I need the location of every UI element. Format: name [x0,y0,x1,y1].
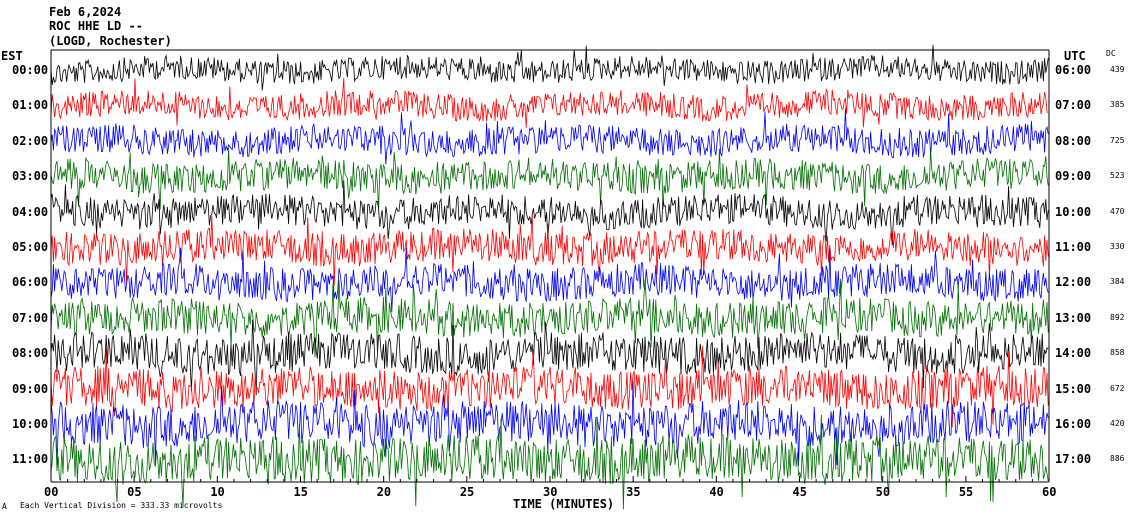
trace-line-0400 [50,180,1049,246]
est-label-0500: 05:00 [12,240,49,254]
est-label-0800: 08:00 [12,346,49,361]
x-tick-label-30: 30 [543,485,558,499]
dc-value-9: 672 [1110,383,1125,393]
dc-value-1: 385 [1110,100,1125,110]
utc-label-1600: 16:00 [1055,417,1092,431]
x-tick-label-15: 15 [293,485,308,499]
axes-layer [50,49,1050,483]
trace-line-1000 [50,380,1049,467]
x-tick-label-55: 55 [958,485,974,499]
est-label-0100: 01:00 [12,98,49,113]
est-label-0400: 04:00 [12,204,49,219]
utc-label-1000: 10:00 [1055,204,1092,219]
trace-line-0800 [50,319,1049,396]
x-tick-label-40: 40 [709,485,724,499]
trace-line-0900 [50,345,1049,428]
trace-line-0200 [50,108,1049,165]
trace-line-0700 [50,278,1049,358]
dc-value-5: 330 [1110,242,1125,251]
est-label-0700: 07:00 [12,310,49,325]
dc-value-3: 523 [1110,171,1125,181]
dc-value-7: 892 [1110,312,1125,322]
est-label-1100: 11:00 [12,452,49,467]
x-tick-label-50: 50 [875,485,891,499]
corner-mark: A [2,502,7,511]
utc-label-0700: 07:00 [1055,98,1092,113]
utc-zone-label: UTC [1064,49,1086,63]
utc-label-0800: 08:00 [1055,133,1092,148]
x-tick-label-05: 05 [127,485,142,499]
x-tick-label-35: 35 [626,485,641,499]
scale-note: Each Vertical Division = 333.33 microvol… [20,501,223,510]
utc-label-1300: 13:00 [1055,310,1092,325]
utc-label-1500: 15:00 [1055,381,1092,396]
est-label-1000: 10:00 [12,417,49,431]
utc-label-1700: 17:00 [1055,452,1092,467]
x-tick-label-25: 25 [459,485,475,499]
est-label-0300: 03:00 [12,169,49,184]
est-label-0900: 09:00 [12,381,49,396]
utc-label-0600: 06:00 [1055,63,1092,77]
traces-layer [50,44,1049,510]
dc-header-label: DC [1106,49,1116,58]
dc-value-4: 470 [1110,206,1125,216]
x-tick-label-00: 00 [44,485,59,499]
trace-line-0300 [50,147,1049,210]
x-tick-label-20: 20 [376,485,392,499]
x-axis-title: TIME (MINUTES) [513,497,615,511]
est-label-0600: 06:00 [12,275,49,290]
utc-label-1100: 11:00 [1055,240,1092,254]
header-station: ROC HHE LD -- [49,19,143,33]
dc-value-8: 858 [1110,348,1125,358]
x-tick-label-45: 45 [792,485,807,499]
est-zone-label: EST [1,49,23,63]
est-label-0200: 02:00 [12,133,49,148]
utc-label-0900: 09:00 [1055,169,1092,184]
dc-value-10: 420 [1110,419,1125,428]
est-label-0000: 00:00 [12,63,49,77]
dc-value-2: 725 [1110,135,1125,145]
utc-label-1200: 12:00 [1055,275,1092,290]
x-tick-label-10: 10 [210,485,225,499]
trace-line-1100 [50,414,1049,510]
trace-line-0600 [50,247,1049,313]
trace-line-0000 [50,44,1049,91]
dc-value-0: 439 [1110,65,1125,74]
dc-value-6: 384 [1110,277,1125,287]
trace-line-0500 [50,213,1049,286]
trace-line-0100 [50,77,1049,128]
header-location: (LOGD, Rochester) [49,34,172,48]
x-tick-label-60: 60 [1042,485,1057,499]
dc-value-11: 886 [1110,454,1125,464]
header-date: Feb 6,2024 [49,5,122,19]
utc-label-1400: 14:00 [1055,346,1092,361]
